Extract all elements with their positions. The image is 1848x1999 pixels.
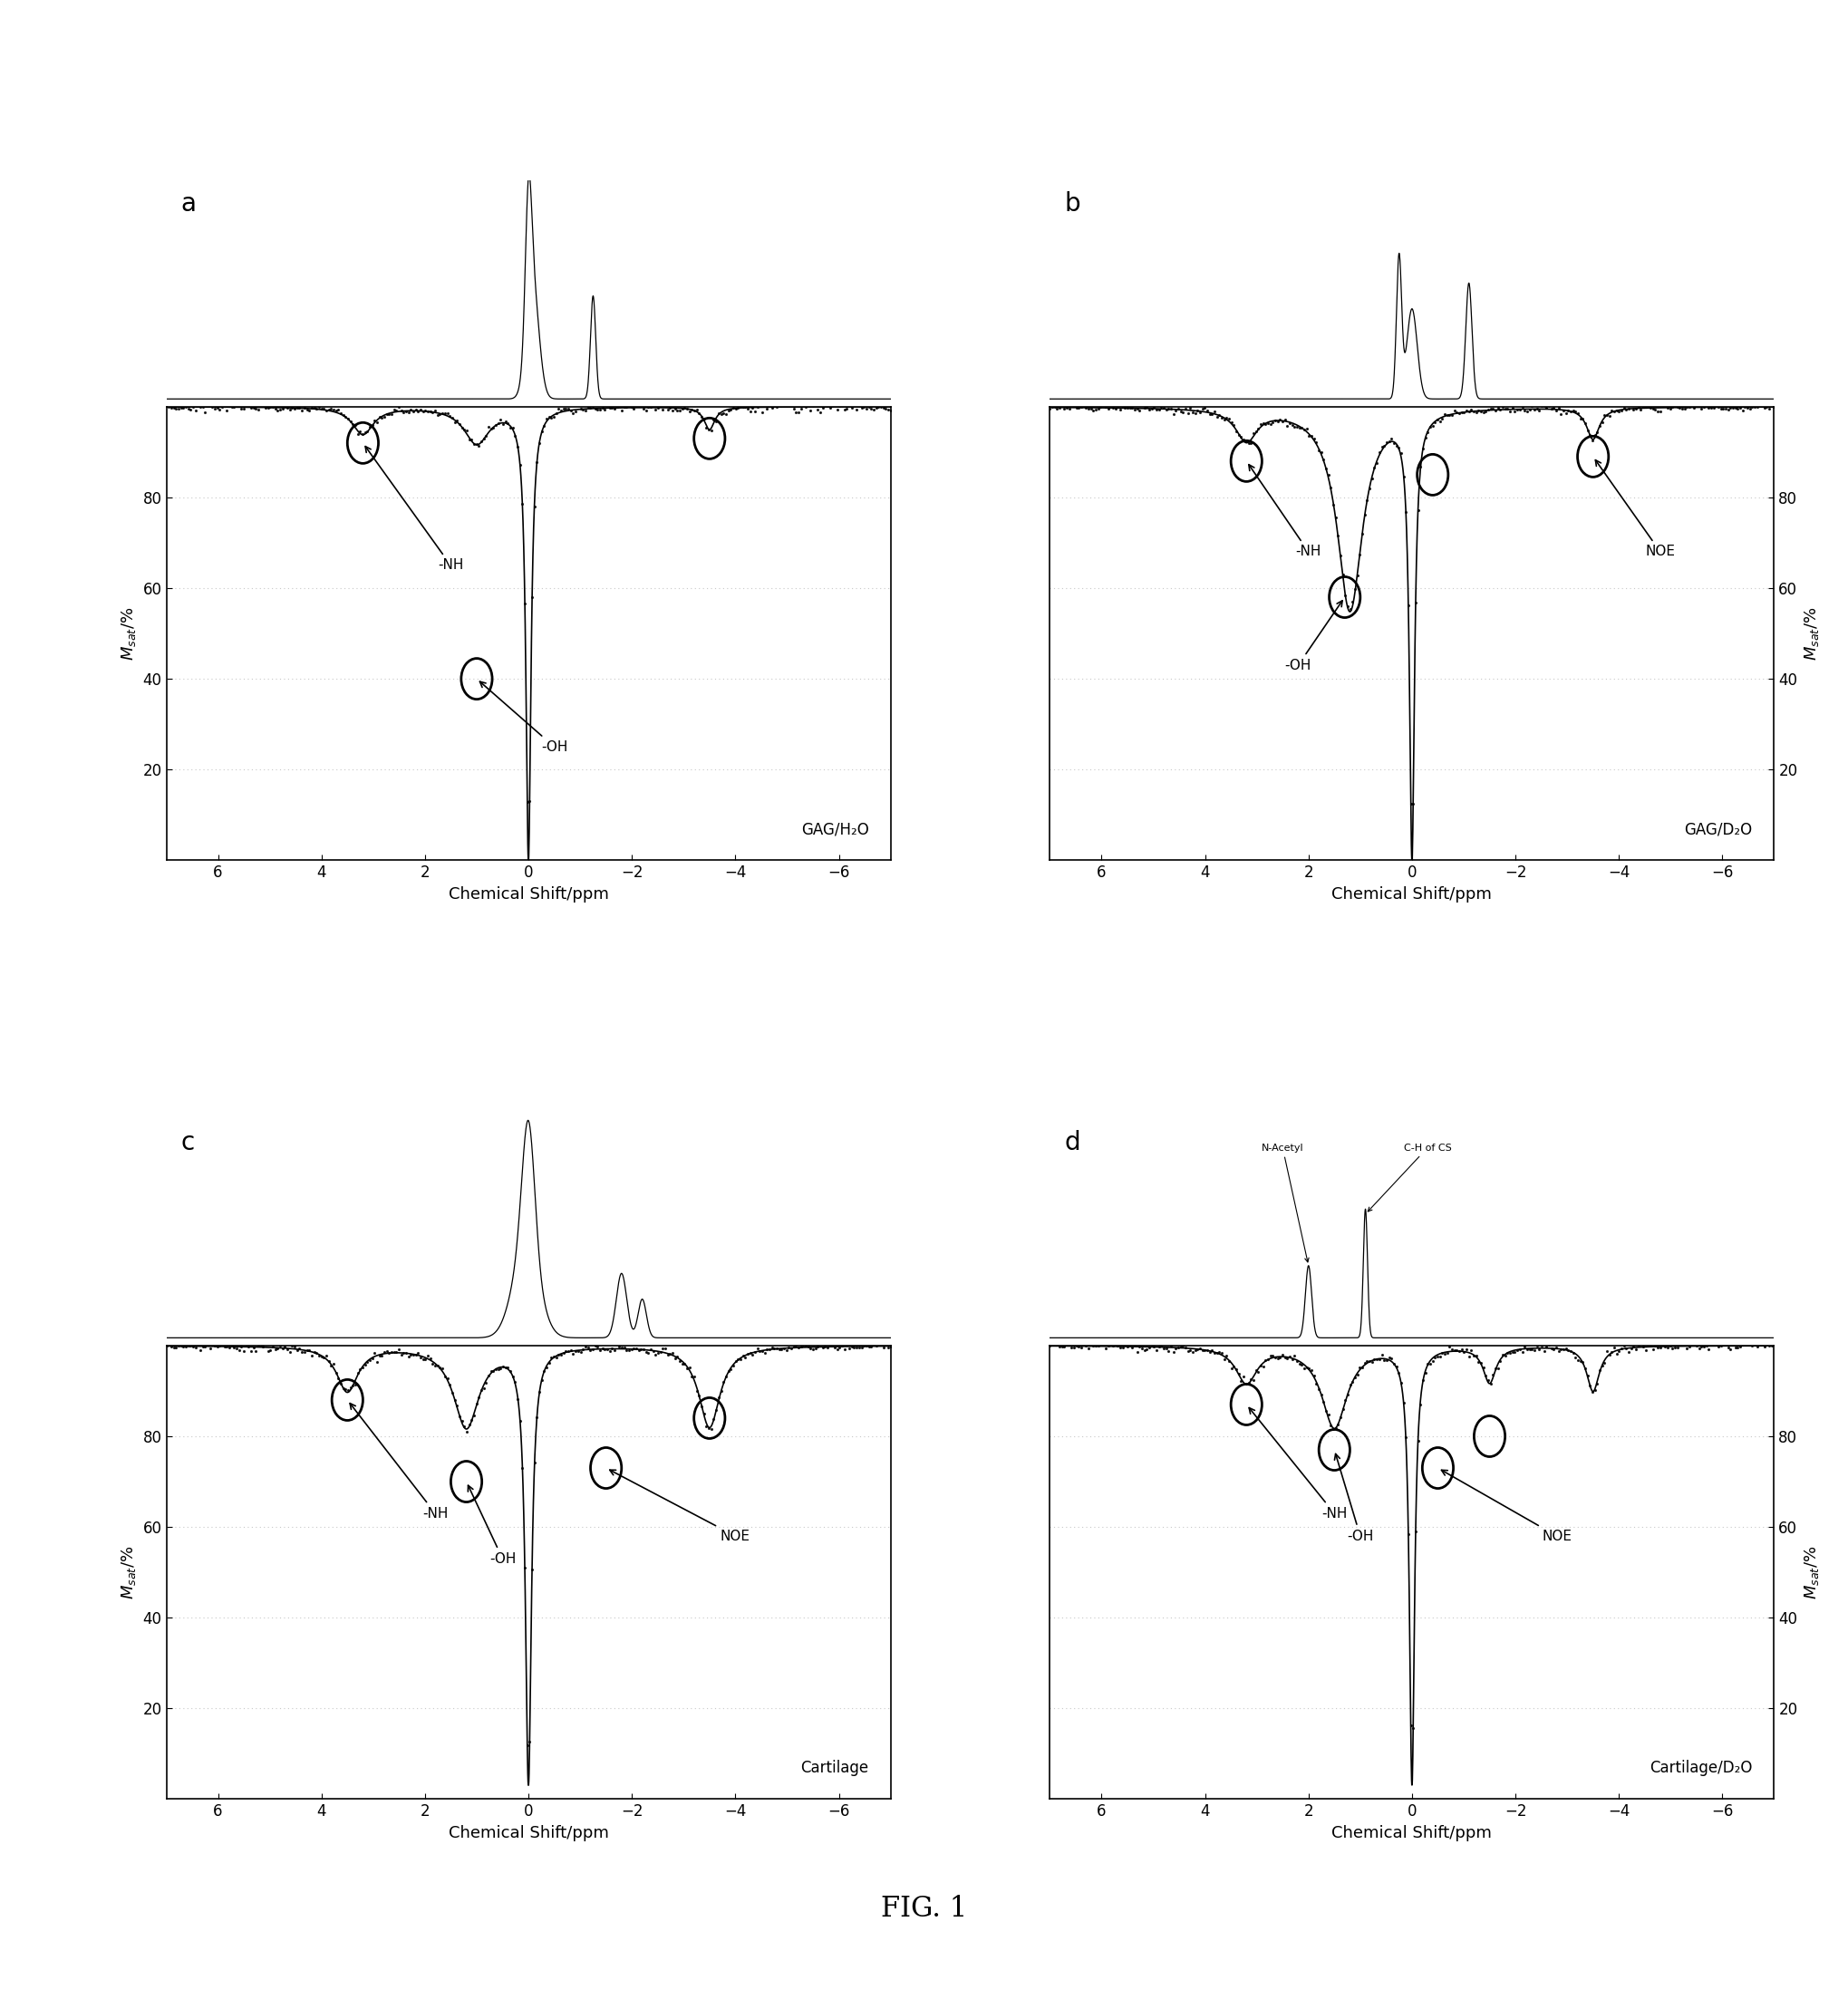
Text: c: c bbox=[181, 1129, 194, 1155]
Text: -NH: -NH bbox=[349, 1403, 449, 1519]
X-axis label: Chemical Shift/ppm: Chemical Shift/ppm bbox=[449, 1825, 608, 1841]
Y-axis label: $M_{sat}$/%: $M_{sat}$/% bbox=[120, 606, 139, 660]
Text: -OH: -OH bbox=[1334, 1453, 1373, 1543]
Text: -NH: -NH bbox=[366, 446, 464, 572]
Text: -OH: -OH bbox=[468, 1485, 516, 1565]
Text: NOE: NOE bbox=[1441, 1469, 1573, 1543]
Text: GAG/H₂O: GAG/H₂O bbox=[800, 822, 869, 838]
Text: GAG/D₂O: GAG/D₂O bbox=[1684, 822, 1752, 838]
Text: b: b bbox=[1064, 192, 1081, 216]
Text: C-H of CS: C-H of CS bbox=[1368, 1143, 1451, 1211]
Text: -OH: -OH bbox=[480, 682, 567, 754]
Text: -OH: -OH bbox=[1284, 600, 1342, 672]
Y-axis label: $M_{sat}$/%: $M_{sat}$/% bbox=[1802, 606, 1820, 660]
Text: NOE: NOE bbox=[1595, 460, 1676, 558]
Text: d: d bbox=[1064, 1129, 1081, 1155]
Text: FIG. 1: FIG. 1 bbox=[881, 1895, 967, 1923]
Text: Cartilage: Cartilage bbox=[800, 1759, 869, 1777]
Y-axis label: $M_{sat}$/%: $M_{sat}$/% bbox=[120, 1545, 139, 1599]
Text: Cartilage/D₂O: Cartilage/D₂O bbox=[1650, 1759, 1752, 1777]
Text: a: a bbox=[181, 192, 196, 216]
Y-axis label: $M_{sat}$/%: $M_{sat}$/% bbox=[1802, 1545, 1820, 1599]
Text: -NH: -NH bbox=[1249, 1407, 1347, 1519]
Text: -NH: -NH bbox=[1249, 464, 1321, 558]
X-axis label: Chemical Shift/ppm: Chemical Shift/ppm bbox=[449, 886, 608, 902]
Text: NOE: NOE bbox=[610, 1469, 750, 1543]
Text: N-Acetyl: N-Acetyl bbox=[1262, 1143, 1308, 1261]
X-axis label: Chemical Shift/ppm: Chemical Shift/ppm bbox=[1332, 886, 1491, 902]
X-axis label: Chemical Shift/ppm: Chemical Shift/ppm bbox=[1332, 1825, 1491, 1841]
